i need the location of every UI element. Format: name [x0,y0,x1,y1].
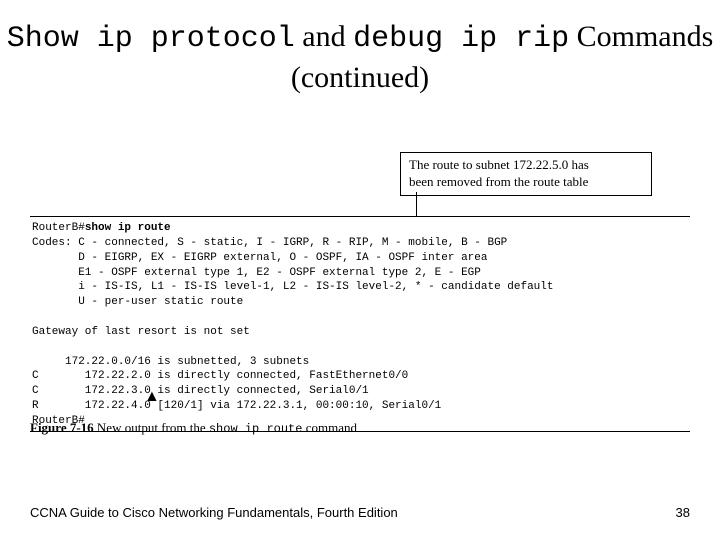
term-cmd: show ip route [85,222,171,234]
callout-line1: The route to subnet 172.22.5.0 has [409,157,643,174]
terminal-output: RouterB#show ip route Codes: C - connect… [30,216,690,432]
title-mono-2: debug ip rip [353,22,569,56]
page-number: 38 [676,505,690,520]
term-subnet: 172.22.0.0/16 is subnetted, 3 subnets [32,356,309,368]
title-mono-1: Show ip protocol [7,22,295,56]
term-codes-1: Codes: C - connected, S - static, I - IG… [32,237,507,249]
term-route-2: C 172.22.3.0 is directly connected, Seri… [32,385,369,397]
term-route-3: R 172.22.4.0 [120/1] via 172.22.3.1, 00:… [32,400,441,412]
figure-caption: Figure 7-16 New output from the show ip … [30,420,357,436]
figure-text-post: command [302,420,357,435]
figure-label: Figure 7-16 [30,420,94,435]
title-text-1: and [295,20,353,53]
figure-text-mono: show ip route [209,422,303,436]
term-route-1: C 172.22.2.0 is directly connected, Fast… [32,370,408,382]
figure-text-pre: New output from the [94,420,209,435]
callout-line2: been removed from the route table [409,174,643,191]
footer-text: CCNA Guide to Cisco Networking Fundament… [30,505,398,520]
callout-connector [416,192,417,216]
term-codes-2: D - EIGRP, EX - EIGRP external, O - OSPF… [32,252,487,264]
arrow-up-icon: ▲ [144,388,160,406]
term-codes-3: E1 - OSPF external type 1, E2 - OSPF ext… [32,267,481,279]
callout-box: The route to subnet 172.22.5.0 has been … [400,152,652,196]
term-gateway: Gateway of last resort is not set [32,326,250,338]
term-codes-5: U - per-user static route [32,296,243,308]
slide-title: Show ip protocol and debug ip rip Comman… [0,0,720,96]
term-codes-4: i - IS-IS, L1 - IS-IS level-1, L2 - IS-I… [32,281,554,293]
term-prompt: RouterB# [32,222,85,234]
